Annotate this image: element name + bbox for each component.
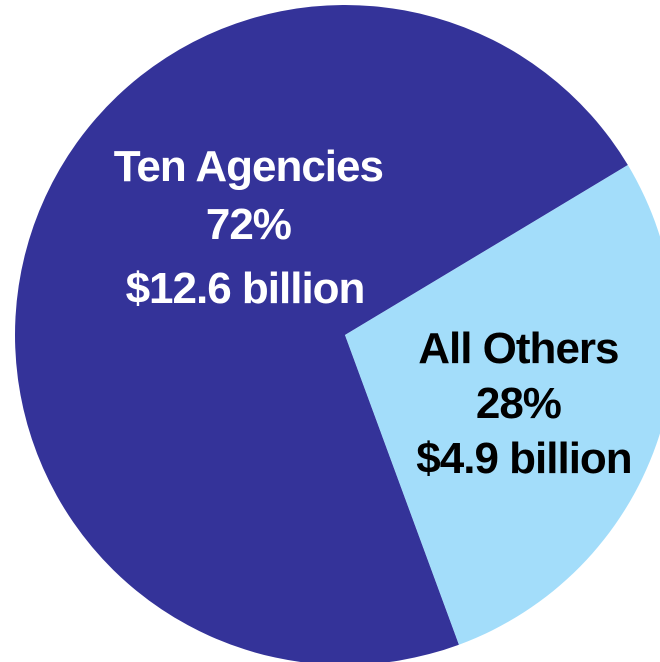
pie-slice-all-others: [345, 165, 660, 645]
ten-agencies-name: Ten Agencies: [114, 142, 383, 191]
ten-agencies-amount: $12.6 billion: [126, 264, 365, 313]
all-others-name: All Others: [418, 324, 618, 373]
all-others-amount: $4.9 billion: [416, 434, 631, 483]
pie-slice-ten-agencies: [15, 5, 628, 662]
slice-label-all-others: All Others 28% $4.9 billion: [416, 324, 631, 483]
slice-label-ten-agencies: Ten Agencies 72% $12.6 billion: [114, 142, 394, 313]
ten-agencies-percent: 72%: [206, 200, 291, 249]
all-others-percent: 28%: [476, 379, 561, 428]
